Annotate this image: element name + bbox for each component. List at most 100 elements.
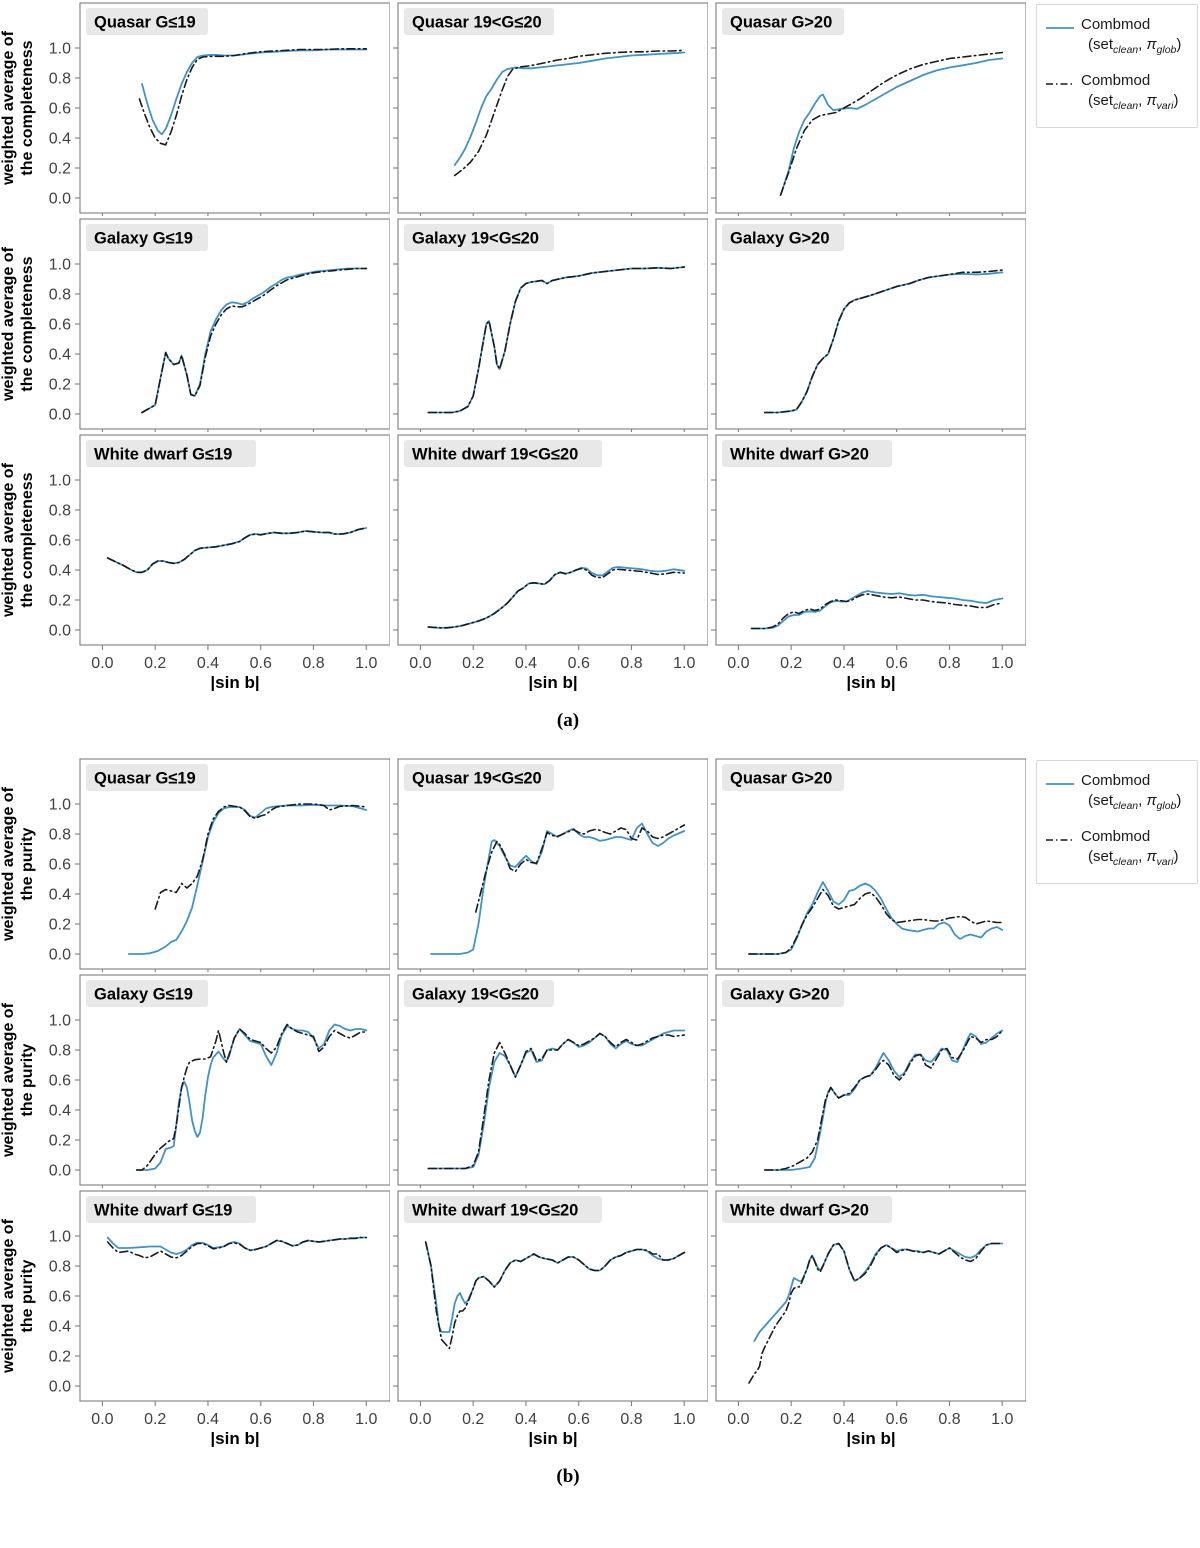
y-tick-label: 0.6 xyxy=(49,101,71,118)
subplot-title-box xyxy=(722,8,844,35)
panel-a: weighted average of the completeness 0.0 0.… xyxy=(0,0,1200,756)
subplot-title: Galaxy G≤19 xyxy=(94,986,193,1004)
legend-series-name: Combmod xyxy=(1081,16,1151,33)
y-tick-label: 0.2 xyxy=(49,917,71,934)
y-tick-label: 0.0 xyxy=(49,1379,71,1396)
legend-b: Combmod (setclean, πglob) Combmod (setcl… xyxy=(1036,760,1198,885)
x-tick-label: 0.6 xyxy=(250,1411,272,1428)
x-tick-label: 1.0 xyxy=(673,1411,695,1428)
x-tick-label: 0.0 xyxy=(727,655,749,672)
y-axis-label: weighted average of the completeness xyxy=(0,0,38,216)
subplot-row: weighted average of the purity 0.0 0.2 0.4 0.… xyxy=(0,972,1030,1188)
x-tick-label: 0.6 xyxy=(568,655,590,672)
y-tick-label: 0.2 xyxy=(49,593,71,610)
legend-entry-vari: Combmod (setclean, πvari) xyxy=(1045,71,1191,113)
subplot-title: Galaxy 19<G≤20 xyxy=(412,230,539,248)
subplot-title-box xyxy=(86,8,208,35)
x-tick-label: 0.2 xyxy=(780,1411,802,1428)
y-tick-label: 0.4 xyxy=(49,347,71,364)
subplot-title-box xyxy=(86,764,208,791)
series-glob xyxy=(753,1242,1004,1342)
subplot-title-box xyxy=(404,764,554,791)
y-axis-label: weighted average of the purity xyxy=(0,1188,38,1450)
plot-frame xyxy=(715,1190,1026,1402)
subplot-a-white-dwarf-g-19: 0.0 0.2 0.4 0.6 0.8 1.0 0.0 0.2 0.4 0.6 0.8 1.0 |sin… xyxy=(49,434,390,691)
series-vari xyxy=(138,48,368,146)
subplot-title-box xyxy=(722,764,844,791)
subplot-title: Quasar G≤19 xyxy=(94,14,196,32)
subplot-title: White dwarf G>20 xyxy=(730,446,869,464)
y-axis-label-line2: the purity xyxy=(19,1043,36,1117)
subplot-b-galaxy-g-19: 0.0 0.2 0.4 0.6 0.8 1.0 Galaxy G≤19 xyxy=(49,974,390,1188)
series-vari xyxy=(750,593,1004,630)
series-vari xyxy=(424,1241,686,1350)
x-tick-label: 0.8 xyxy=(302,1411,324,1428)
y-axis-label: weighted average of the purity xyxy=(0,756,38,972)
subplot-a-quasar-19-g-20: Quasar 19<G≤20 xyxy=(393,2,708,216)
subplot-b-white-dwarf-g-20: 0.0 0.2 0.4 0.6 0.8 1.0 |sin b| White dwarf G>2… xyxy=(711,1190,1026,1447)
y-axis-label-line2: the completeness xyxy=(19,472,36,608)
plot-frame xyxy=(397,218,708,430)
subplot-a-quasar-g-19: 0.0 0.2 0.4 0.6 0.8 1.0 Quasar G≤19 xyxy=(49,2,390,216)
subplot-row: weighted average of the purity 0.0 0.2 0.4 0.… xyxy=(0,1188,1030,1450)
plot-frame xyxy=(397,434,708,646)
x-tick-label: 0.8 xyxy=(620,1411,642,1428)
subplot-b-white-dwarf-19-g-20: 0.0 0.2 0.4 0.6 0.8 1.0 |sin b| White dwarf 19<… xyxy=(393,1190,708,1447)
subplot-row: weighted average of the completeness 0.0 0.… xyxy=(0,216,1030,432)
y-tick-label: 1.0 xyxy=(49,473,71,490)
plot-frame xyxy=(397,2,708,214)
x-tick-label: 0.4 xyxy=(197,655,219,672)
subplot-title-box xyxy=(722,980,844,1007)
legend-series-name: Combmod xyxy=(1081,772,1151,789)
x-tick-label: 0.0 xyxy=(91,655,113,672)
x-tick-label: 0.2 xyxy=(462,1411,484,1428)
plot-frame xyxy=(397,1190,708,1402)
series-glob xyxy=(106,1236,368,1255)
subplot-title: Quasar G>20 xyxy=(730,770,832,788)
subplot-b-quasar-19-g-20: Quasar 19<G≤20 xyxy=(393,758,708,972)
plot-frame xyxy=(79,974,390,1186)
y-tick-label: 1.0 xyxy=(49,1013,71,1030)
y-tick-label: 0.4 xyxy=(49,1103,71,1120)
subplot-row: weighted average of the purity 0.0 0.2 0.4 0.… xyxy=(0,756,1030,972)
plot-frame xyxy=(715,974,1026,1186)
y-axis-label-line1: weighted average of xyxy=(0,1003,18,1157)
x-tick-label: 0.2 xyxy=(144,1411,166,1428)
x-tick-label: 1.0 xyxy=(991,655,1013,672)
x-tick-label: 0.8 xyxy=(938,655,960,672)
y-tick-label: 1.0 xyxy=(49,257,71,274)
series-glob xyxy=(453,51,686,166)
subplot-title: White dwarf G>20 xyxy=(730,1202,869,1220)
x-tick-label: 0.0 xyxy=(91,1411,113,1428)
series-vari xyxy=(748,888,1004,955)
subplot-b-galaxy-19-g-20: Galaxy 19<G≤20 xyxy=(393,974,708,1188)
x-tick-label: 0.0 xyxy=(409,1411,431,1428)
x-tick-label: 0.0 xyxy=(409,655,431,672)
y-tick-label: 0.8 xyxy=(49,827,71,844)
legend-entry-glob: Combmod (setclean, πglob) xyxy=(1045,771,1191,813)
x-tick-label: 0.2 xyxy=(780,655,802,672)
x-tick-label: 0.8 xyxy=(620,655,642,672)
legend-line-dashdot-icon xyxy=(1046,839,1074,841)
x-tick-label: 1.0 xyxy=(673,655,695,672)
series-vari xyxy=(427,567,686,629)
y-tick-label: 0.2 xyxy=(49,161,71,178)
series-vari xyxy=(106,1236,368,1259)
legend-entry-vari: Combmod (setclean, πvari) xyxy=(1045,827,1191,869)
subplot-title-box xyxy=(404,440,602,467)
subplot-b-quasar-g-19: 0.0 0.2 0.4 0.6 0.8 1.0 Quasar G≤19 xyxy=(49,758,390,972)
subplot-title: Galaxy G≤19 xyxy=(94,230,193,248)
caption-a: (a) xyxy=(556,710,580,731)
series-glob xyxy=(750,590,1004,630)
y-axis-label-line2: the completeness xyxy=(19,256,36,392)
plot-frame xyxy=(79,218,390,430)
x-axis-label: |sin b| xyxy=(846,673,895,691)
subplot-a-galaxy-g-20: Galaxy G>20 xyxy=(711,218,1026,432)
subplot-a-white-dwarf-g-20: 0.0 0.2 0.4 0.6 0.8 1.0 |sin b| White dwarf G>2… xyxy=(711,434,1026,691)
series-vari xyxy=(427,1032,686,1170)
subplot-grid-b: weighted average of the purity 0.0 0.2 0.4 0.… xyxy=(0,756,1030,1450)
y-tick-label: 1.0 xyxy=(49,1229,71,1246)
subplot-title: White dwarf 19<G≤20 xyxy=(412,1202,578,1220)
subplot-row: weighted average of the completeness 0.0 0.… xyxy=(0,432,1030,694)
legend-series-name: Combmod xyxy=(1081,72,1151,90)
